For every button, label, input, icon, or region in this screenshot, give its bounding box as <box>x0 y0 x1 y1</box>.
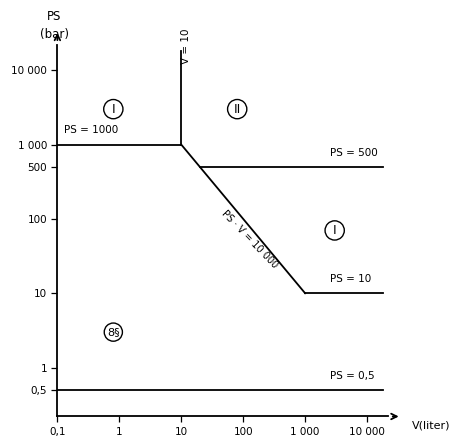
Text: V(liter): V(liter) <box>412 420 450 430</box>
Text: I: I <box>112 103 115 116</box>
Text: V = 10: V = 10 <box>181 29 191 65</box>
Text: PS = 0,5: PS = 0,5 <box>330 371 375 381</box>
Text: II: II <box>233 103 241 116</box>
Text: PS: PS <box>47 9 61 22</box>
Text: PS = 500: PS = 500 <box>330 148 377 158</box>
Text: PS = 1000: PS = 1000 <box>64 125 119 135</box>
Text: I: I <box>333 224 337 237</box>
Text: (bar): (bar) <box>40 28 69 41</box>
Text: 8§: 8§ <box>107 327 119 337</box>
Text: PS · V = 10 000: PS · V = 10 000 <box>220 208 280 270</box>
Text: PS = 10: PS = 10 <box>330 274 371 284</box>
